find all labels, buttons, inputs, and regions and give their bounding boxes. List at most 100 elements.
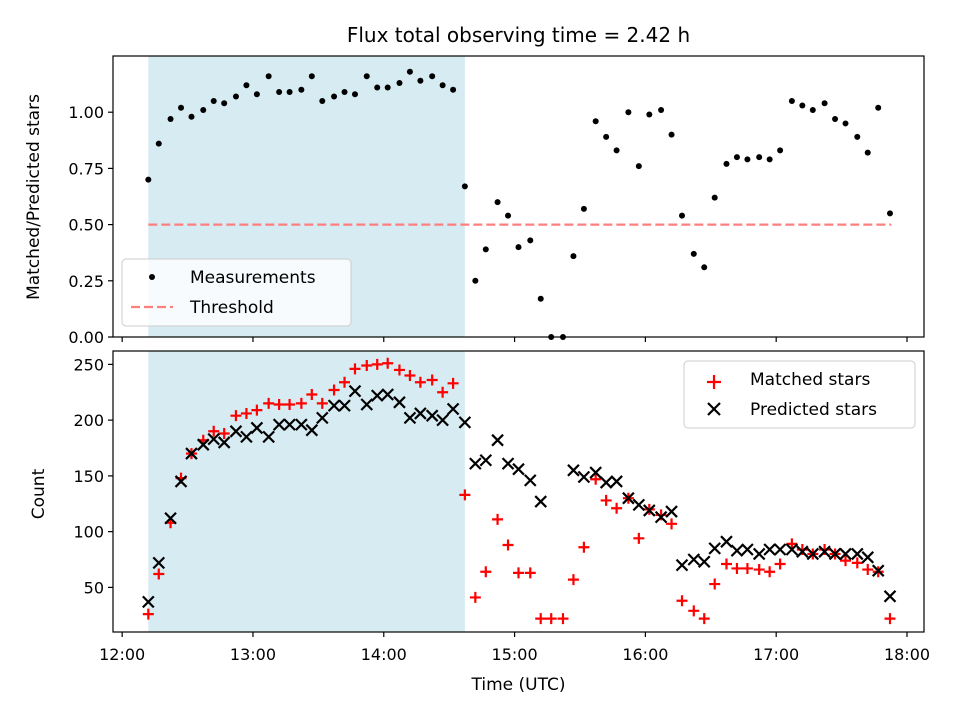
matched-star-point [786, 538, 798, 550]
top-axes-frame [112, 55, 925, 338]
top-y-axis-label: Matched/Predicted stars [24, 94, 44, 300]
matched-stars-series [142, 357, 896, 625]
matched-star-point [851, 557, 863, 569]
measurement-point [461, 183, 468, 190]
matched-star-point [796, 543, 808, 555]
predicted-star-point [305, 423, 319, 437]
matched-star-point [492, 513, 504, 525]
matched-star-point [666, 518, 678, 530]
predicted-star-point [262, 430, 275, 444]
predicted-star-point [491, 433, 504, 447]
top-y-tick-label: 1.00 [68, 103, 104, 122]
measurement-point [374, 84, 381, 91]
measurement-point [396, 79, 403, 86]
measurement-point [580, 205, 587, 212]
bottom-legend: Matched stars Predicted stars [683, 360, 916, 429]
matched-star-point [774, 558, 786, 570]
predicted-star-point [370, 389, 384, 402]
predicted-star-point [796, 545, 809, 558]
measurement-point [482, 246, 489, 253]
matched-star-point [306, 388, 318, 400]
predicted-star-point [381, 388, 394, 401]
measurement-point [854, 133, 861, 140]
measurement-point [711, 194, 718, 201]
matched-star-point [404, 370, 416, 382]
measurement-point [351, 91, 358, 98]
matched-star-point [230, 410, 242, 422]
measurement-point [210, 97, 217, 104]
predicted-star-point [523, 474, 537, 487]
predicted-star-point [458, 416, 472, 429]
measurement-point [821, 100, 828, 107]
matched-star-point [633, 532, 645, 544]
measurement-point [494, 199, 501, 206]
predicted-star-point [229, 425, 243, 438]
predicted-star-point [403, 411, 417, 425]
matched-star-point [688, 605, 700, 617]
measurement-point [200, 106, 207, 113]
predicted-star-point [425, 409, 439, 422]
measurement-point [384, 84, 391, 91]
measurement-point [603, 133, 610, 140]
predicted-star-point [207, 432, 220, 446]
matched-star-point [361, 359, 373, 371]
top-y-tick-label: 0.50 [68, 216, 104, 235]
matched-star-point [349, 363, 361, 375]
observing-window-shade-bottom [148, 351, 465, 632]
top-panel: 0.00 0.25 0.50 0.75 1.00 Matched/Predicted s… [24, 55, 925, 347]
measurement-point [809, 106, 816, 113]
measurement-point [276, 88, 283, 95]
bottom-y-tick-label: 100 [73, 523, 104, 542]
matched-star-point [480, 566, 492, 578]
top-legend-box [121, 258, 352, 327]
bottom-y-tick-label: 200 [73, 411, 104, 430]
matched-star-point [459, 489, 471, 501]
measurement-point [505, 212, 512, 219]
matched-star-point [142, 608, 154, 620]
predicted-star-point [295, 418, 308, 431]
predicted-star-point [851, 547, 864, 561]
matched-star-point [535, 613, 547, 625]
bottom-y-tick-label: 150 [73, 467, 104, 486]
predicted-star-point [185, 447, 198, 460]
bottom-y-axis-label: Count [29, 468, 49, 519]
legend-measurements-marker [149, 274, 155, 280]
predicted-star-point [250, 421, 264, 435]
predicted-star-point [196, 438, 210, 451]
bottom-y-tick-label: 50 [84, 578, 104, 597]
measurement-point [625, 109, 632, 116]
measurement-point [570, 253, 577, 260]
predicted-star-point [687, 553, 701, 566]
matched-star-point [437, 386, 449, 398]
measurement-point [145, 176, 152, 183]
top-y-tick-label: 0.00 [68, 328, 104, 347]
matched-star-point [545, 613, 557, 625]
bottom-y-tick-label: 250 [73, 355, 104, 374]
measurement-point [766, 156, 773, 163]
matched-star-point [316, 397, 328, 409]
measurement-point [406, 68, 413, 75]
matched-star-point [218, 428, 230, 440]
predicted-star-point [665, 505, 678, 518]
measurement-point [799, 102, 806, 109]
matched-star-point [524, 567, 536, 579]
predicted-star-point [818, 545, 831, 558]
x-tick-label: 13:00 [230, 645, 276, 664]
predicted-star-point [164, 511, 177, 525]
top-y-axis: 0.00 0.25 0.50 0.75 1.00 [68, 103, 113, 347]
predicted-star-point [217, 436, 231, 449]
predicted-star-point [839, 547, 852, 561]
measurement-point [701, 264, 708, 271]
predicted-star-point [675, 558, 689, 572]
top-y-tick-label: 0.75 [68, 159, 104, 178]
measurement-point [331, 93, 338, 100]
measurement-point [298, 86, 305, 93]
measurement-point [286, 88, 293, 95]
measurement-point [733, 154, 740, 161]
matched-star-point [655, 509, 667, 521]
predicted-star-point [708, 542, 721, 555]
measurement-point [744, 156, 751, 163]
matched-star-point [709, 578, 721, 590]
legend-matched-label: Matched stars [750, 370, 870, 390]
matched-star-point [764, 566, 776, 578]
